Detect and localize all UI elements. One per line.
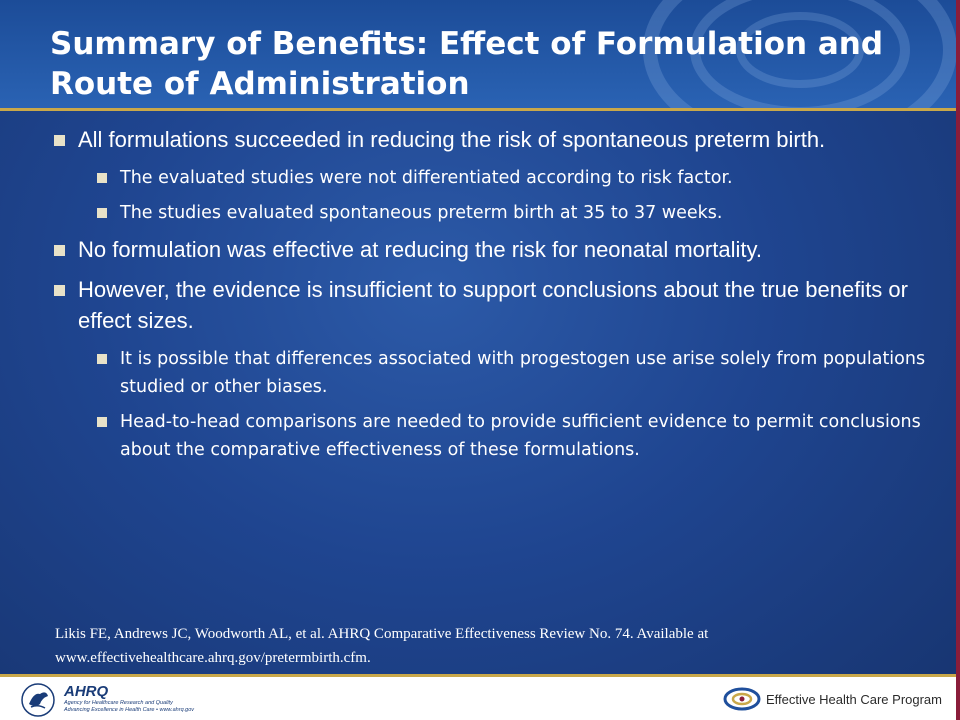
sub-bullet-item: The studies evaluated spontaneous preter… <box>50 199 930 227</box>
citation: Likis FE, Andrews JC, Woodworth AL, et a… <box>55 622 875 670</box>
footer-bar: AHRQ Agency for Healthcare Research and … <box>0 674 956 720</box>
ehc-swirl-logo-icon <box>723 687 761 711</box>
bullet-square-icon <box>97 208 107 218</box>
slide-title: Summary of Benefits: Effect of Formulati… <box>50 26 884 102</box>
slide-header: Summary of Benefits: Effect of Formulati… <box>0 0 960 110</box>
bullet-square-icon <box>54 285 65 296</box>
edge-accent <box>956 0 960 720</box>
bullet-square-icon <box>54 245 65 256</box>
ahrq-logo: AHRQ Agency for Healthcare Research and … <box>64 684 194 714</box>
sub-bullet-item: Head-to-head comparisons are needed to p… <box>50 408 930 464</box>
bullet-item: No formulation was effective at reducing… <box>50 234 930 265</box>
sub-bullet-text: It is possible that differences associat… <box>120 349 926 397</box>
sub-bullet-text: The evaluated studies were not different… <box>120 168 733 188</box>
swirl-decoration-icon <box>643 0 957 110</box>
bullet-text: However, the evidence is insufficient to… <box>78 277 908 333</box>
sub-bullet-item: It is possible that differences associat… <box>50 345 930 401</box>
hhs-eagle-logo-icon <box>21 683 55 717</box>
ehc-logo: Effective Health Care Program <box>722 685 942 713</box>
sub-bullet-text: The studies evaluated spontaneous preter… <box>120 203 723 223</box>
citation-line: Likis FE, Andrews JC, Woodworth AL, et a… <box>55 626 709 642</box>
bullet-item: All formulations succeeded in reducing t… <box>50 124 930 155</box>
slide-content: All formulations succeeded in reducing t… <box>50 124 930 471</box>
sub-bullet-text: Head-to-head comparisons are needed to p… <box>120 412 921 460</box>
citation-line: www.effectivehealthcare.ahrq.gov/preterm… <box>55 650 371 666</box>
ahrq-tagline: Advancing Excellence in Health Care • ww… <box>64 707 195 713</box>
bullet-square-icon <box>97 417 107 427</box>
bullet-text: All formulations succeeded in reducing t… <box>78 127 826 152</box>
program-name: Effective Health Care Program <box>765 691 942 707</box>
bullet-item: However, the evidence is insufficient to… <box>50 274 930 336</box>
ahrq-name: AHRQ <box>64 683 109 700</box>
header-divider <box>0 108 960 111</box>
bullet-square-icon <box>97 173 107 183</box>
sub-bullet-item: The evaluated studies were not different… <box>50 164 930 192</box>
bullet-square-icon <box>97 354 107 364</box>
ahrq-tagline: Agency for Healthcare Research and Quali… <box>64 700 173 706</box>
bullet-text: No formulation was effective at reducing… <box>78 237 762 262</box>
bullet-square-icon <box>54 135 65 146</box>
